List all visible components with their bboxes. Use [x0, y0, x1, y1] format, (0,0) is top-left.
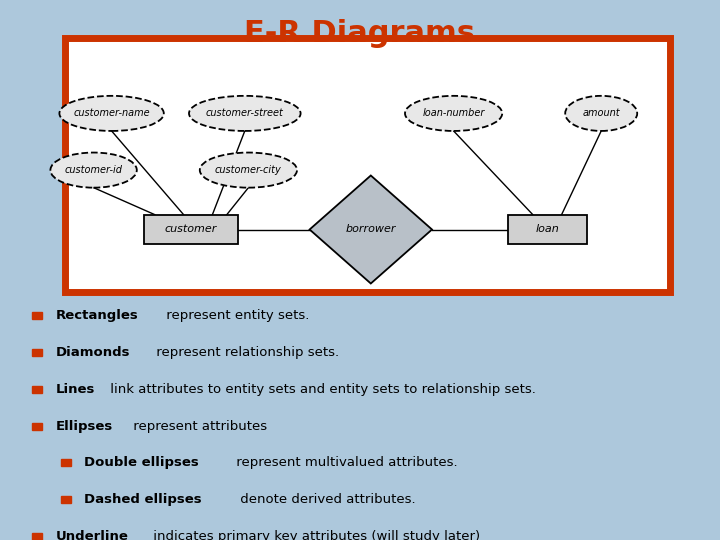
Text: customer: customer: [165, 225, 217, 234]
Ellipse shape: [405, 96, 503, 131]
Text: Diamonds: Diamonds: [55, 346, 130, 359]
Ellipse shape: [189, 96, 301, 131]
Text: loan: loan: [536, 225, 559, 234]
FancyBboxPatch shape: [32, 386, 42, 393]
Text: loan-number: loan-number: [423, 109, 485, 118]
Text: Underline: Underline: [55, 530, 128, 540]
FancyBboxPatch shape: [32, 349, 42, 356]
Text: represent attributes: represent attributes: [130, 420, 267, 433]
Ellipse shape: [59, 96, 163, 131]
Text: link attributes to entity sets and entity sets to relationship sets.: link attributes to entity sets and entit…: [107, 383, 536, 396]
FancyBboxPatch shape: [32, 532, 42, 540]
Text: denote derived attributes.: denote derived attributes.: [236, 493, 415, 506]
Text: amount: amount: [582, 109, 620, 118]
Text: represent entity sets.: represent entity sets.: [162, 309, 310, 322]
FancyBboxPatch shape: [61, 496, 71, 503]
Text: customer-street: customer-street: [206, 109, 284, 118]
FancyBboxPatch shape: [65, 38, 670, 292]
Text: E-R Diagrams: E-R Diagrams: [245, 19, 475, 48]
Text: customer-id: customer-id: [65, 165, 122, 175]
FancyBboxPatch shape: [32, 422, 42, 430]
FancyBboxPatch shape: [32, 312, 42, 320]
Ellipse shape: [50, 152, 137, 187]
Text: Rectangles: Rectangles: [55, 309, 138, 322]
Ellipse shape: [199, 152, 297, 187]
Text: Ellipses: Ellipses: [55, 420, 113, 433]
Text: customer-city: customer-city: [215, 165, 282, 175]
Polygon shape: [310, 176, 432, 284]
Text: Dashed ellipses: Dashed ellipses: [84, 493, 202, 506]
Text: borrower: borrower: [346, 225, 396, 234]
Text: represent relationship sets.: represent relationship sets.: [152, 346, 338, 359]
FancyBboxPatch shape: [61, 459, 71, 467]
Text: customer-name: customer-name: [73, 109, 150, 118]
FancyBboxPatch shape: [508, 214, 587, 244]
FancyBboxPatch shape: [144, 214, 238, 244]
Text: indicates primary key attributes (will study later): indicates primary key attributes (will s…: [150, 530, 480, 540]
Text: represent multivalued attributes.: represent multivalued attributes.: [233, 456, 458, 469]
Ellipse shape: [565, 96, 637, 131]
Text: Double ellipses: Double ellipses: [84, 456, 199, 469]
Text: Lines: Lines: [55, 383, 95, 396]
